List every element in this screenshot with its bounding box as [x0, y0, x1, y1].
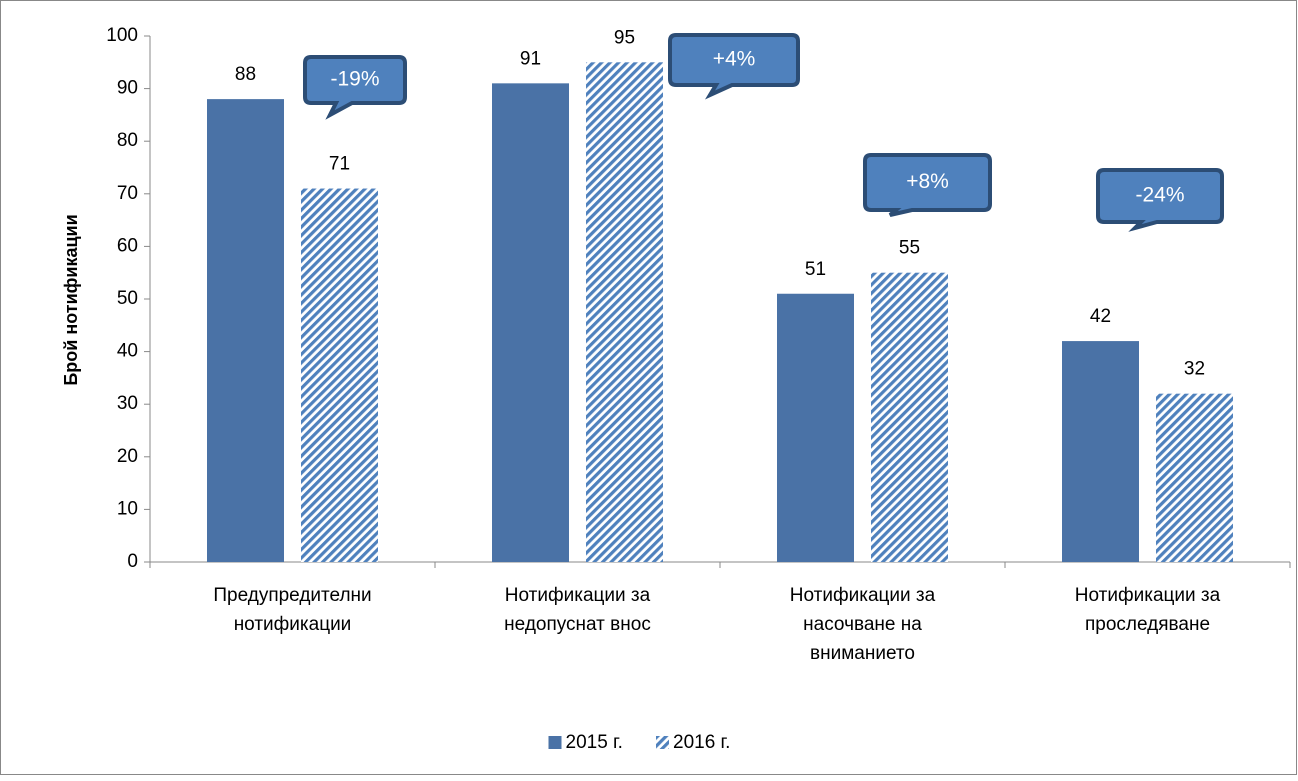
- bar: [207, 99, 284, 563]
- bar: [1062, 341, 1139, 562]
- bar: [301, 188, 378, 563]
- x-tick-label: Нотификации за недопуснат внос: [504, 585, 651, 635]
- value-label: 51: [805, 259, 826, 280]
- y-axis-label: Брой нотификации: [61, 214, 81, 385]
- legend-label: 2016 г.: [673, 732, 730, 753]
- y-tick-label: 50: [117, 288, 138, 309]
- callout-label: +4%: [713, 48, 756, 71]
- callout: [668, 33, 800, 100]
- y-tick-label: 0: [127, 551, 138, 572]
- y-tick-label: 70: [117, 183, 138, 204]
- legend-label: 2015 г.: [566, 732, 623, 753]
- callout-label: -24%: [1135, 184, 1184, 207]
- value-label: 55: [899, 238, 920, 259]
- callout: [303, 55, 407, 120]
- y-tick-label: 40: [117, 341, 138, 362]
- bar: [777, 293, 854, 562]
- callout-label: -19%: [330, 68, 379, 91]
- y-tick-label: 100: [106, 25, 138, 46]
- y-tick-label: 80: [117, 130, 138, 151]
- callout-label: +8%: [906, 170, 949, 193]
- x-tick-label: Нотификации за проследяване: [1075, 585, 1221, 635]
- value-label: 42: [1090, 306, 1111, 327]
- bar: [1156, 393, 1233, 562]
- bar: [492, 83, 569, 562]
- callout: [863, 153, 992, 217]
- x-tick-label: Нотификации за насочване на вниманието: [790, 585, 936, 664]
- callout: [1096, 168, 1224, 232]
- y-tick-label: 60: [117, 235, 138, 256]
- legend-swatch: [548, 736, 562, 749]
- y-tick-label: 10: [117, 498, 138, 519]
- bar: [586, 62, 663, 563]
- value-label: 91: [520, 48, 541, 69]
- y-tick-label: 30: [117, 393, 138, 414]
- value-label: 32: [1184, 359, 1205, 380]
- y-tick-label: 90: [117, 78, 138, 99]
- x-tick-label: Предупредителни нотификации: [213, 585, 371, 635]
- bar: [871, 272, 948, 562]
- value-label: 71: [329, 154, 350, 175]
- y-tick-label: 20: [117, 446, 138, 467]
- value-label: 95: [614, 27, 635, 48]
- value-label: 88: [235, 64, 256, 85]
- legend-swatch: [656, 736, 669, 749]
